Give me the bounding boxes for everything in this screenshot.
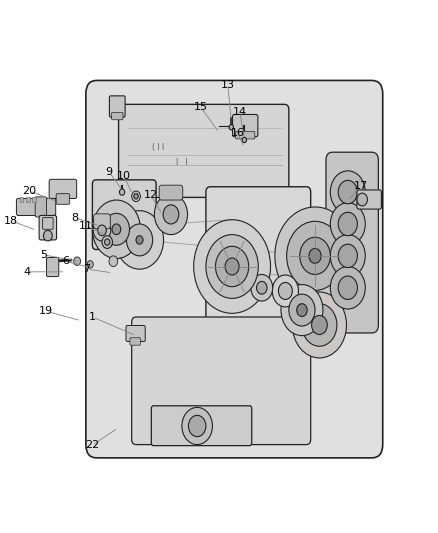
- FancyBboxPatch shape: [236, 132, 255, 139]
- Bar: [20, 197, 23, 201]
- Circle shape: [289, 294, 315, 326]
- Circle shape: [338, 180, 357, 204]
- Circle shape: [74, 257, 81, 265]
- Circle shape: [43, 230, 52, 241]
- Text: 1: 1: [89, 312, 96, 322]
- FancyBboxPatch shape: [49, 179, 77, 198]
- Circle shape: [134, 193, 138, 199]
- Circle shape: [188, 415, 206, 437]
- Circle shape: [109, 256, 118, 266]
- Bar: [32, 197, 35, 201]
- Circle shape: [132, 191, 141, 201]
- FancyBboxPatch shape: [357, 190, 381, 209]
- Text: 4: 4: [23, 267, 31, 277]
- Circle shape: [215, 246, 249, 287]
- FancyBboxPatch shape: [151, 406, 252, 446]
- Circle shape: [338, 276, 357, 300]
- FancyBboxPatch shape: [35, 197, 46, 217]
- Circle shape: [102, 236, 113, 248]
- Circle shape: [251, 274, 273, 301]
- Circle shape: [281, 285, 323, 336]
- Text: 5: 5: [40, 250, 47, 260]
- Text: 12: 12: [144, 190, 158, 200]
- Circle shape: [330, 235, 365, 277]
- Circle shape: [302, 304, 337, 346]
- Circle shape: [98, 225, 106, 236]
- Circle shape: [279, 282, 292, 300]
- Text: 6: 6: [62, 256, 69, 266]
- Text: l   l: l l: [176, 158, 188, 167]
- Text: 16: 16: [230, 127, 244, 138]
- Circle shape: [338, 244, 357, 268]
- FancyBboxPatch shape: [206, 187, 311, 336]
- Text: 14: 14: [233, 107, 247, 117]
- Circle shape: [357, 193, 367, 206]
- Circle shape: [194, 220, 271, 313]
- Circle shape: [272, 275, 298, 307]
- Circle shape: [311, 316, 327, 335]
- Circle shape: [136, 236, 143, 244]
- Circle shape: [105, 239, 110, 245]
- FancyBboxPatch shape: [42, 217, 53, 229]
- Text: 18: 18: [4, 216, 18, 226]
- FancyBboxPatch shape: [39, 215, 57, 240]
- Circle shape: [92, 200, 141, 259]
- Circle shape: [309, 248, 321, 263]
- Text: 22: 22: [85, 440, 99, 450]
- Circle shape: [300, 237, 330, 274]
- FancyBboxPatch shape: [159, 185, 183, 200]
- FancyBboxPatch shape: [94, 214, 110, 229]
- Circle shape: [93, 220, 111, 241]
- Circle shape: [225, 258, 239, 275]
- Text: 9: 9: [106, 167, 113, 177]
- FancyBboxPatch shape: [92, 180, 156, 249]
- Circle shape: [330, 171, 365, 213]
- Circle shape: [87, 261, 93, 268]
- Text: 11: 11: [78, 221, 92, 231]
- FancyBboxPatch shape: [233, 115, 258, 137]
- Circle shape: [287, 221, 343, 290]
- FancyBboxPatch shape: [112, 112, 123, 120]
- Text: 15: 15: [194, 102, 208, 112]
- Circle shape: [330, 203, 365, 245]
- Circle shape: [103, 213, 130, 245]
- FancyBboxPatch shape: [56, 193, 70, 204]
- Text: 13: 13: [221, 80, 235, 90]
- Circle shape: [257, 281, 267, 294]
- Circle shape: [163, 205, 179, 224]
- FancyBboxPatch shape: [46, 257, 59, 277]
- Circle shape: [112, 224, 121, 235]
- FancyBboxPatch shape: [86, 80, 383, 458]
- Text: 20: 20: [22, 186, 37, 196]
- FancyBboxPatch shape: [130, 338, 141, 345]
- Text: 10: 10: [117, 171, 131, 181]
- Text: 19: 19: [39, 306, 53, 316]
- Circle shape: [297, 304, 307, 317]
- Circle shape: [120, 189, 125, 195]
- Circle shape: [127, 224, 152, 256]
- Circle shape: [338, 212, 357, 236]
- Circle shape: [292, 292, 346, 358]
- Circle shape: [154, 194, 187, 235]
- FancyBboxPatch shape: [119, 104, 289, 197]
- FancyBboxPatch shape: [110, 96, 125, 117]
- Text: ( l l: ( l l: [152, 142, 164, 151]
- FancyBboxPatch shape: [16, 198, 56, 215]
- Circle shape: [182, 407, 212, 445]
- Circle shape: [206, 235, 258, 298]
- Text: 17: 17: [353, 181, 367, 191]
- Bar: [26, 197, 29, 201]
- Text: 8: 8: [71, 213, 78, 223]
- Circle shape: [242, 138, 247, 143]
- Circle shape: [116, 211, 163, 269]
- Circle shape: [275, 207, 355, 305]
- FancyBboxPatch shape: [126, 326, 145, 342]
- Circle shape: [229, 125, 233, 130]
- FancyBboxPatch shape: [326, 152, 378, 333]
- FancyBboxPatch shape: [132, 317, 311, 445]
- Circle shape: [330, 266, 365, 309]
- Text: 7: 7: [84, 264, 91, 274]
